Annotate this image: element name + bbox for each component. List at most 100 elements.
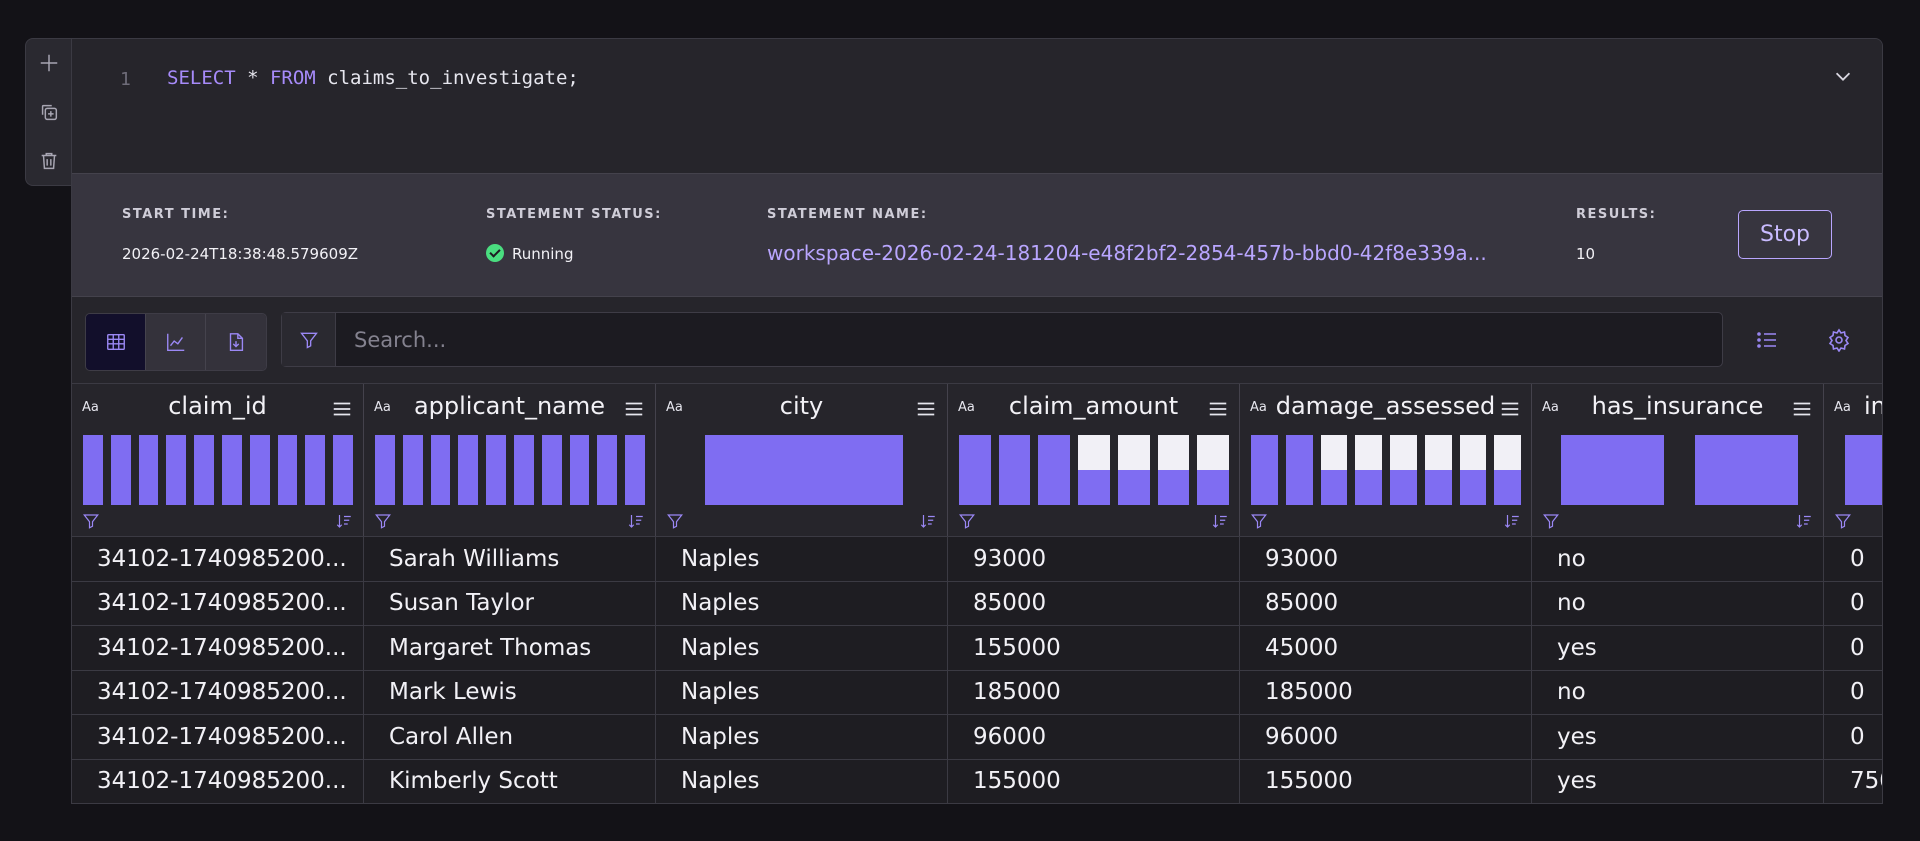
settings-button[interactable] xyxy=(1824,325,1854,355)
column-filter-icon[interactable] xyxy=(1250,512,1268,530)
table-cell[interactable]: 96000 xyxy=(1240,715,1532,759)
column-menu-icon[interactable] xyxy=(1791,398,1813,420)
table-cell[interactable]: Carol Allen xyxy=(364,715,656,759)
column-header[interactable]: Aa damage_assessed xyxy=(1240,384,1532,536)
column-filter-icon[interactable] xyxy=(1834,512,1852,530)
column-filter-icon[interactable] xyxy=(666,512,684,530)
column-sort-icon[interactable] xyxy=(919,512,937,530)
table-cell[interactable]: 155000 xyxy=(948,759,1240,803)
column-filter-icon[interactable] xyxy=(958,512,976,530)
column-menu-icon[interactable] xyxy=(1207,398,1229,420)
table-cell[interactable]: Kimberly Scott xyxy=(364,759,656,803)
results-toolbar xyxy=(72,297,1882,383)
column-menu-icon[interactable] xyxy=(1499,398,1521,420)
column-filter-icon[interactable] xyxy=(82,512,100,530)
table-cell[interactable]: 34102-1740985200... xyxy=(72,581,364,625)
column-sort-icon[interactable] xyxy=(1503,512,1521,530)
results-value: 10 xyxy=(1576,245,1596,263)
column-header[interactable]: Aa applicant_name xyxy=(364,384,656,536)
delete-cell-button[interactable] xyxy=(26,141,72,181)
search-input[interactable] xyxy=(336,313,1722,366)
histogram-bar xyxy=(1038,435,1071,505)
table-cell[interactable]: 93000 xyxy=(1240,537,1532,581)
table-cell[interactable]: no xyxy=(1532,581,1824,625)
add-cell-button[interactable] xyxy=(26,43,72,83)
statement-name-link[interactable]: workspace-2026-02-24-181204-e48f2bf2-285… xyxy=(767,241,1487,265)
table-cell[interactable]: Naples xyxy=(656,581,948,625)
table-cell[interactable]: Margaret Thomas xyxy=(364,626,656,670)
table-cell[interactable]: 85000 xyxy=(1240,581,1532,625)
export-button[interactable] xyxy=(206,314,266,370)
sql-code[interactable]: SELECT * FROM claims_to_investigate; xyxy=(167,67,579,89)
chart-view-button[interactable] xyxy=(146,314,206,370)
table-row[interactable]: 34102-1740985200... Carol Allen Naples 9600… xyxy=(72,714,1882,759)
column-sort-icon[interactable] xyxy=(1211,512,1229,530)
column-sort-icon[interactable] xyxy=(1795,512,1813,530)
table-cell[interactable]: Naples xyxy=(656,759,948,803)
column-menu-icon[interactable] xyxy=(915,398,937,420)
table-cell[interactable]: 34102-1740985200... xyxy=(72,626,364,670)
table-cell[interactable]: 185000 xyxy=(948,670,1240,714)
table-cell[interactable]: no xyxy=(1532,537,1824,581)
column-name: city xyxy=(779,392,824,420)
filter-button[interactable] xyxy=(282,313,336,366)
stop-button[interactable]: Stop xyxy=(1738,210,1832,259)
results-table: Aa claim_id Aa applicant_name Aa city Aa claim_… xyxy=(72,383,1882,803)
column-menu-icon[interactable] xyxy=(623,398,645,420)
column-histogram xyxy=(959,435,1229,505)
table-cell[interactable]: 185000 xyxy=(1240,670,1532,714)
table-cell[interactable]: Naples xyxy=(656,715,948,759)
table-cell[interactable]: 750 xyxy=(1824,760,1882,804)
table-cell[interactable]: 34102-1740985200... xyxy=(72,537,364,581)
table-cell[interactable]: yes xyxy=(1532,626,1824,670)
table-cell[interactable]: 93000 xyxy=(948,537,1240,581)
table-cell[interactable]: Mark Lewis xyxy=(364,670,656,714)
column-header[interactable]: Aa claim_amount xyxy=(948,384,1240,536)
table-cell[interactable]: 155000 xyxy=(948,626,1240,670)
start-time-value: 2026-02-24T18:38:48.579609Z xyxy=(122,245,359,263)
table-cell[interactable]: Naples xyxy=(656,626,948,670)
table-cell[interactable]: 0 xyxy=(1824,626,1882,670)
column-header[interactable]: Aain xyxy=(1824,384,1882,536)
table-view-button[interactable] xyxy=(86,314,146,370)
sql-editor[interactable]: 1 SELECT * FROM claims_to_investigate; xyxy=(72,39,1882,173)
plus-icon xyxy=(40,54,58,72)
column-sort-icon[interactable] xyxy=(627,512,645,530)
type-tag: Aa xyxy=(82,400,99,415)
table-row[interactable]: 34102-1740985200... Margaret Thomas Naples… xyxy=(72,625,1882,670)
table-cell[interactable]: 34102-1740985200... xyxy=(72,670,364,714)
table-cell[interactable]: 45000 xyxy=(1240,626,1532,670)
collapse-button[interactable] xyxy=(1828,61,1858,91)
check-circle-icon xyxy=(486,243,504,262)
table-cell[interactable]: Sarah Williams xyxy=(364,537,656,581)
table-cell[interactable]: no xyxy=(1532,670,1824,714)
column-list-button[interactable] xyxy=(1752,325,1782,355)
table-cell[interactable]: 34102-1740985200... xyxy=(72,759,364,803)
table-cell[interactable]: Naples xyxy=(656,537,948,581)
table-cell[interactable]: 155000 xyxy=(1240,759,1532,803)
table-cell[interactable]: 34102-1740985200... xyxy=(72,715,364,759)
table-cell[interactable]: 0 xyxy=(1824,671,1882,715)
column-sort-icon[interactable] xyxy=(335,512,353,530)
column-menu-icon[interactable] xyxy=(331,398,353,420)
table-row[interactable]: 34102-1740985200... Kimberly Scott Naples 1… xyxy=(72,758,1882,804)
column-header[interactable]: Aa has_insurance xyxy=(1532,384,1824,536)
table-cell[interactable]: 0 xyxy=(1824,582,1882,626)
table-row[interactable]: 34102-1740985200... Sarah Williams Naples 9… xyxy=(72,536,1882,581)
table-cell[interactable]: 0 xyxy=(1824,537,1882,581)
table-cell[interactable]: 0 xyxy=(1824,715,1882,759)
table-cell[interactable]: 85000 xyxy=(948,581,1240,625)
histogram-bar xyxy=(166,435,187,505)
table-cell[interactable]: yes xyxy=(1532,759,1824,803)
table-row[interactable]: 34102-1740985200... Mark Lewis Naples 18500… xyxy=(72,669,1882,715)
table-cell[interactable]: yes xyxy=(1532,715,1824,759)
table-cell[interactable]: 96000 xyxy=(948,715,1240,759)
column-header[interactable]: Aa claim_id xyxy=(72,384,364,536)
duplicate-cell-button[interactable] xyxy=(26,92,72,132)
table-row[interactable]: 34102-1740985200... Susan Taylor Naples 850… xyxy=(72,580,1882,626)
table-cell[interactable]: Susan Taylor xyxy=(364,581,656,625)
column-header[interactable]: Aa city xyxy=(656,384,948,536)
column-filter-icon[interactable] xyxy=(374,512,392,530)
column-filter-icon[interactable] xyxy=(1542,512,1560,530)
table-cell[interactable]: Naples xyxy=(656,670,948,714)
